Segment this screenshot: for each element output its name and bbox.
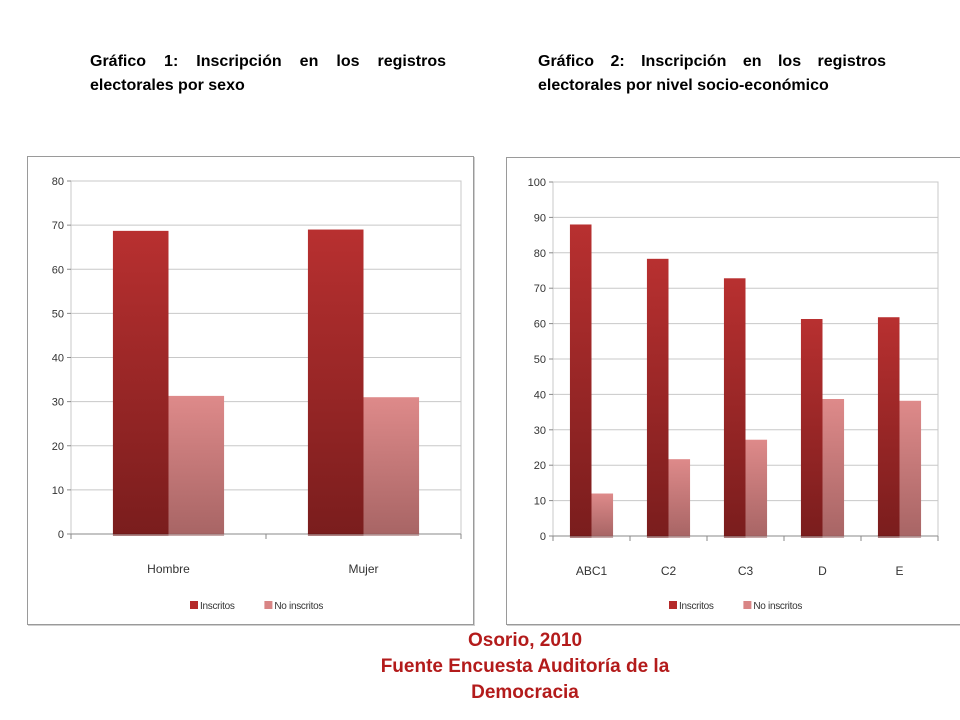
source-footer: Osorio, 2010 Fuente Encuesta Auditoría d…	[300, 628, 750, 706]
chart2-bar-base	[646, 535, 669, 538]
chart1-bar-inscritos-hombre	[112, 230, 169, 534]
chart2-category-label: ABC1	[576, 564, 608, 578]
chart1-ytick-label: 50	[52, 308, 64, 320]
chart2-bar-no-inscritos-abc1	[591, 493, 614, 536]
chart1-ytick-label: 10	[52, 485, 64, 497]
chart1-ytick-label: 0	[58, 529, 64, 541]
chart1-bar-base	[307, 533, 364, 536]
chart2-category-label: C3	[738, 564, 754, 578]
chart2-bar-base	[877, 535, 900, 538]
chart1-bar-base	[112, 533, 169, 536]
chart1-legend-label-inscritos: Inscritos	[200, 601, 235, 612]
chart1-ytick-label: 70	[52, 220, 64, 232]
chart2-bar-inscritos-d	[800, 318, 823, 536]
footer-author: Osorio, 2010	[467, 630, 583, 651]
chart2-ytick-label: 80	[534, 248, 546, 260]
chart1-bar-base	[363, 533, 420, 536]
chart1-legend-swatch-no-inscritos	[264, 601, 273, 609]
chart2-bar-inscritos-c3	[723, 278, 746, 536]
chart2-category-label: D	[818, 564, 827, 578]
chart1-ytick-label: 60	[52, 264, 64, 276]
chart1-ytick-label: 30	[52, 397, 64, 409]
chart2-bar-base	[668, 535, 691, 538]
chart1-bar-no-inscritos-hombre	[168, 395, 225, 534]
chart2-legend-swatch-inscritos	[669, 601, 677, 609]
chart2-ytick-label: 60	[534, 319, 546, 331]
chart1-category-label: Mujer	[348, 562, 378, 576]
chart2-bar-base	[800, 535, 823, 538]
chart1-legend-label-no-inscritos: No inscritos	[274, 601, 323, 612]
chart2-bar-inscritos-c2	[646, 258, 669, 536]
chart2-bar-inscritos-e	[877, 317, 900, 536]
chart2-legend-label-no-inscritos: No inscritos	[753, 601, 802, 612]
chart2-bar-no-inscritos-d	[822, 399, 845, 536]
chart2-ytick-label: 20	[534, 460, 546, 472]
chart1-bar-base	[168, 533, 225, 536]
chart2-bar-base	[591, 535, 614, 538]
chart2-ytick-label: 90	[534, 212, 546, 224]
chart2-category-label: C2	[661, 564, 677, 578]
chart2-legend-label-inscritos: Inscritos	[679, 601, 714, 612]
chart1-ytick-label: 40	[52, 353, 64, 365]
chart1-bar-no-inscritos-mujer	[363, 397, 420, 534]
chart2-ytick-label: 30	[534, 425, 546, 437]
footer-source-line1: Fuente Encuesta Auditoría de la	[380, 656, 670, 677]
chart2-ytick-label: 10	[534, 496, 546, 508]
footer-source-line2: Democracia	[471, 682, 579, 703]
chart2-panel: 0 10 20 30 40 50 60 70 80 90 100 ABC1 C2 C3 D E Inscrito…	[506, 157, 960, 625]
chart2-bar-base	[569, 535, 592, 538]
chart1-ytick-label: 80	[52, 176, 64, 188]
chart2-bar-base	[745, 535, 768, 538]
chart1-category-label: Hombre	[147, 562, 190, 576]
chart2-ytick-label: 50	[534, 354, 546, 366]
chart2-ytick-label: 0	[540, 531, 546, 543]
chart1-bar-inscritos-mujer	[307, 229, 364, 534]
chart2-caption: Gráfico 2: Inscripción en los registros …	[538, 53, 886, 94]
chart1-panel: 0 10 20 30 40 50 60 70 80 Hombre Mujer Inscritos No …	[27, 156, 474, 625]
chart1-caption: Gráfico 1: Inscripción en los registros …	[90, 53, 446, 94]
chart2-category-label: E	[895, 564, 903, 578]
chart2-bar-inscritos-abc1	[569, 224, 592, 536]
chart1-ytick-label: 20	[52, 441, 64, 453]
chart2-bar-base	[899, 535, 922, 538]
chart2-svg: 0 10 20 30 40 50 60 70 80 90 100 ABC1 C2 C3 D E Inscrito…	[528, 177, 939, 612]
chart1-legend-swatch-inscritos	[190, 601, 198, 609]
chart1-svg: 0 10 20 30 40 50 60 70 80 Hombre Mujer Inscritos No …	[52, 176, 462, 612]
chart2-ytick-label: 40	[534, 389, 546, 401]
chart2-bar-no-inscritos-c2	[668, 459, 691, 536]
chart2-ytick-label: 70	[534, 283, 546, 295]
chart2-ytick-label: 100	[528, 177, 546, 189]
chart2-bar-no-inscritos-c3	[745, 439, 768, 536]
chart2-bar-base	[822, 535, 845, 538]
chart2-bar-base	[723, 535, 746, 538]
chart2-legend-swatch-no-inscritos	[743, 601, 752, 609]
chart2-bar-no-inscritos-e	[899, 400, 922, 536]
